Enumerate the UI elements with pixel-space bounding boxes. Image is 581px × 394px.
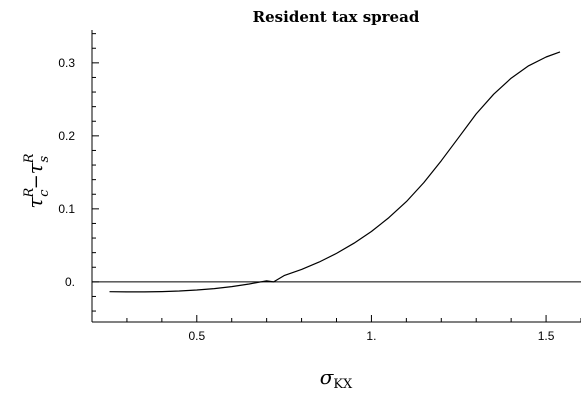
y-tick-label: 0.3 <box>58 56 75 70</box>
series-group <box>109 51 561 293</box>
x-tick-label: 1. <box>366 329 376 343</box>
ticks <box>92 33 581 322</box>
y-tick-label: 0.2 <box>58 129 75 143</box>
chart-title: Resident tax spread <box>253 8 420 26</box>
tick-labels: 0.5 1. 1.5 0. 0.1 0.2 0.3 <box>58 56 554 343</box>
axes <box>91 30 581 323</box>
x-axis-label: σKX <box>320 365 353 392</box>
y-tick-label: 0.1 <box>58 202 75 216</box>
data-line <box>109 51 561 293</box>
y-axis-label: τRc−τRs <box>22 153 52 208</box>
x-tick-label: 0.5 <box>188 329 205 343</box>
y-tick-label: 0. <box>65 275 75 289</box>
x-tick-label: 1.5 <box>538 329 555 343</box>
